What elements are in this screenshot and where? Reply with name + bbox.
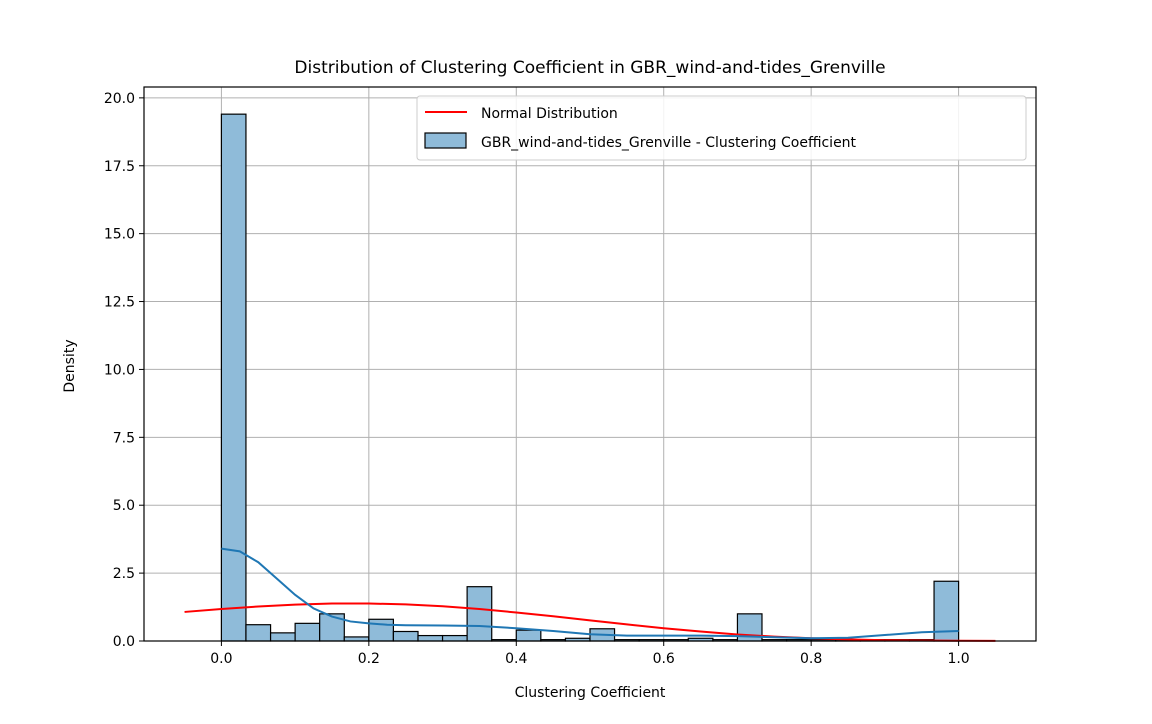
- y-tick-label: 0.0: [113, 634, 135, 650]
- x-tick-label: 0.8: [800, 651, 822, 667]
- y-tick-label: 5.0: [113, 498, 135, 514]
- histogram-bar: [466, 586, 493, 642]
- legend: Normal Distribution GBR_wind-and-tides_G…: [416, 95, 1027, 161]
- normal-distribution-line: [184, 602, 996, 642]
- y-tick-label: 20.0: [104, 91, 135, 107]
- histogram-bar: [392, 630, 419, 642]
- y-tick-label: 7.5: [113, 430, 135, 446]
- histogram-bar: [269, 632, 296, 642]
- x-tick-label: 1.0: [947, 651, 969, 667]
- grid-lines: [144, 87, 1036, 642]
- histogram-bar: [220, 113, 247, 642]
- histogram-bar: [294, 622, 321, 642]
- plot-frame: [143, 86, 1037, 642]
- y-tick-label: 15.0: [104, 227, 135, 243]
- x-tick-label: 0.4: [505, 651, 527, 667]
- x-tick-label: 0.0: [210, 651, 232, 667]
- x-tick-label: 0.6: [653, 651, 675, 667]
- kde-line: [221, 547, 959, 640]
- histogram-bar: [441, 634, 468, 642]
- y-tick-label: 17.5: [104, 159, 135, 175]
- y-tick-label: 2.5: [113, 566, 135, 582]
- histogram-bar: [368, 618, 394, 642]
- chart-title: Distribution of Clustering Coefficient i…: [294, 58, 885, 78]
- histogram-bar: [515, 629, 542, 642]
- x-tick-label: 0.2: [358, 651, 380, 667]
- y-axis-ticks: 0.0 2.5 5.0 7.5 10.0 12.5 15.0 17.5 20.0: [104, 91, 144, 650]
- y-tick-label: 10.0: [104, 362, 135, 378]
- histogram-bars: [220, 113, 960, 642]
- y-tick-label: 12.5: [104, 295, 135, 311]
- histogram-bar: [245, 624, 272, 642]
- legend-patch-swatch: [424, 132, 467, 149]
- legend-label-normal: Normal Distribution: [481, 106, 618, 122]
- density-lines: [184, 547, 996, 642]
- histogram-bar: [319, 613, 345, 642]
- x-axis-label: Clustering Coefficient: [515, 685, 666, 701]
- legend-label-histogram: GBR_wind-and-tides_Grenville - Clusterin…: [481, 135, 857, 151]
- x-axis-ticks: 0.0 0.2 0.4 0.6 0.8 1.0: [210, 641, 970, 667]
- legend-box: [416, 95, 1027, 161]
- histogram-bar: [417, 634, 444, 642]
- y-axis-label: Density: [62, 339, 78, 392]
- histogram-bar: [343, 636, 370, 642]
